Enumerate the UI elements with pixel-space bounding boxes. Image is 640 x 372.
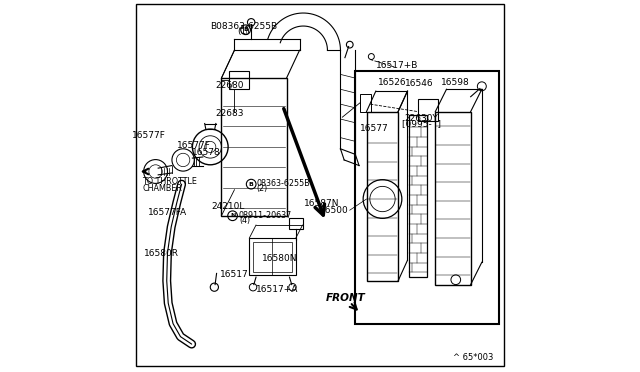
Text: 16577F: 16577F xyxy=(177,141,211,150)
Text: CHAMBER: CHAMBER xyxy=(142,184,182,193)
Text: 24210L: 24210L xyxy=(211,202,244,211)
Bar xyxy=(289,218,303,229)
Text: 16598: 16598 xyxy=(442,78,470,87)
Text: 16580R: 16580R xyxy=(145,249,179,258)
Text: 16577: 16577 xyxy=(360,124,388,133)
Text: (2): (2) xyxy=(257,184,268,193)
Bar xyxy=(418,99,438,121)
Text: 16578: 16578 xyxy=(192,148,221,157)
Bar xyxy=(410,115,427,277)
Text: B: B xyxy=(243,27,248,32)
Text: N: N xyxy=(230,213,236,218)
Text: 22683: 22683 xyxy=(216,109,244,118)
Text: 22630Y: 22630Y xyxy=(404,114,438,123)
Text: 16517+B: 16517+B xyxy=(376,61,418,70)
Text: B: B xyxy=(249,182,253,187)
Text: ^ 65*003: ^ 65*003 xyxy=(453,353,493,362)
Bar xyxy=(221,78,287,216)
Bar xyxy=(229,71,250,89)
Text: 16546: 16546 xyxy=(405,79,434,88)
Bar xyxy=(355,71,499,324)
Text: 16577FA: 16577FA xyxy=(148,208,187,217)
Text: 16580N: 16580N xyxy=(262,254,298,263)
Text: 22680: 22680 xyxy=(216,81,244,90)
Text: 08911-20637: 08911-20637 xyxy=(239,211,292,219)
Text: B08363-6255B: B08363-6255B xyxy=(211,22,278,31)
Text: 16517: 16517 xyxy=(220,270,249,279)
Bar xyxy=(435,112,470,285)
Text: FRONT: FRONT xyxy=(325,293,365,302)
Text: 16526: 16526 xyxy=(378,78,407,87)
Text: (4): (4) xyxy=(239,216,250,225)
Bar xyxy=(367,112,398,281)
Bar xyxy=(253,242,292,272)
Text: 16587N: 16587N xyxy=(305,199,340,208)
Text: 16500: 16500 xyxy=(320,206,349,215)
Text: 08363-6255B: 08363-6255B xyxy=(257,179,310,187)
Text: 16517+A: 16517+A xyxy=(256,285,298,294)
Text: 16577F: 16577F xyxy=(132,131,166,140)
Bar xyxy=(250,238,296,275)
Text: [0995-  ]: [0995- ] xyxy=(402,119,441,128)
Bar xyxy=(360,94,371,112)
Text: TO THROTTLE: TO THROTTLE xyxy=(142,177,197,186)
Text: (1): (1) xyxy=(237,28,250,36)
